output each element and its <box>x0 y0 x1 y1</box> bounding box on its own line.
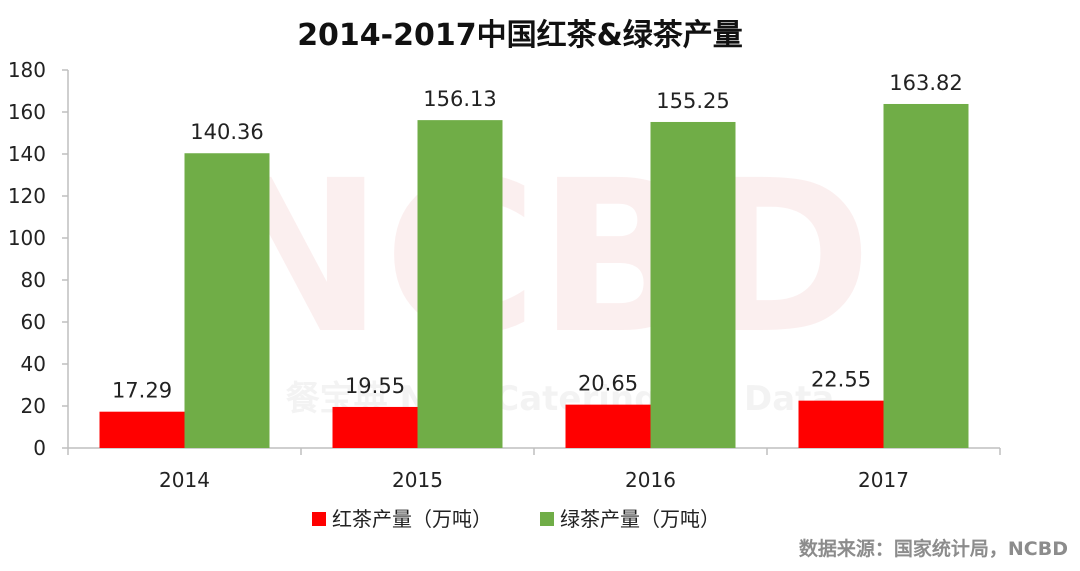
legend-swatch <box>312 512 326 526</box>
bar-series-0 <box>565 404 651 448</box>
data-label: 17.29 <box>112 379 172 403</box>
bar-series-0 <box>99 411 185 448</box>
y-tick-label: 20 <box>21 394 46 418</box>
data-label: 163.82 <box>889 71 962 95</box>
legend-label: 红茶产量（万吨） <box>332 507 492 531</box>
bars <box>99 103 969 448</box>
y-tick-label: 0 <box>33 436 46 460</box>
legend: 红茶产量（万吨） 绿茶产量（万吨） <box>312 507 720 531</box>
legend-swatch <box>540 512 554 526</box>
y-axis: 0 20 40 60 80 100 120 140 160 180 <box>8 58 69 460</box>
y-tick-label: 100 <box>8 226 46 250</box>
bar-series-1 <box>417 120 503 448</box>
watermark-main: NCBD <box>208 135 872 380</box>
bar-series-0 <box>332 406 418 448</box>
data-label: 19.55 <box>345 374 405 398</box>
chart-title: 2014-2017中国红茶&绿茶产量 <box>297 18 743 53</box>
x-tick-label: 2014 <box>159 468 210 492</box>
x-tick-label: 2016 <box>625 468 676 492</box>
bar-series-1 <box>650 121 736 448</box>
data-label: 155.25 <box>656 89 729 113</box>
x-axis: 2014 2015 2016 2017 <box>67 447 1001 492</box>
data-labels: 17.29 140.36 19.55 156.13 20.65 155.25 22.55 16… <box>112 71 963 403</box>
y-tick-label: 80 <box>21 268 46 292</box>
source-note: 数据来源：国家统计局，NCBD <box>798 538 1068 560</box>
watermark: NCBD 餐宝典 New Catering Big Data <box>208 135 872 419</box>
y-tick-label: 120 <box>8 184 46 208</box>
y-tick-label: 40 <box>21 352 46 376</box>
bar-series-1 <box>883 103 969 448</box>
y-tick-label: 160 <box>8 100 46 124</box>
data-label: 156.13 <box>423 87 496 111</box>
data-label: 140.36 <box>190 120 263 144</box>
bar-series-0 <box>798 400 884 448</box>
legend-label: 绿茶产量（万吨） <box>560 507 720 531</box>
bar-series-1 <box>184 153 270 448</box>
y-tick-label: 180 <box>8 58 46 82</box>
x-tick-label: 2017 <box>858 468 909 492</box>
data-label: 20.65 <box>578 372 638 396</box>
y-tick-label: 140 <box>8 142 46 166</box>
data-label: 22.55 <box>811 368 871 392</box>
x-tick-label: 2015 <box>392 468 443 492</box>
y-tick-label: 60 <box>21 310 46 334</box>
